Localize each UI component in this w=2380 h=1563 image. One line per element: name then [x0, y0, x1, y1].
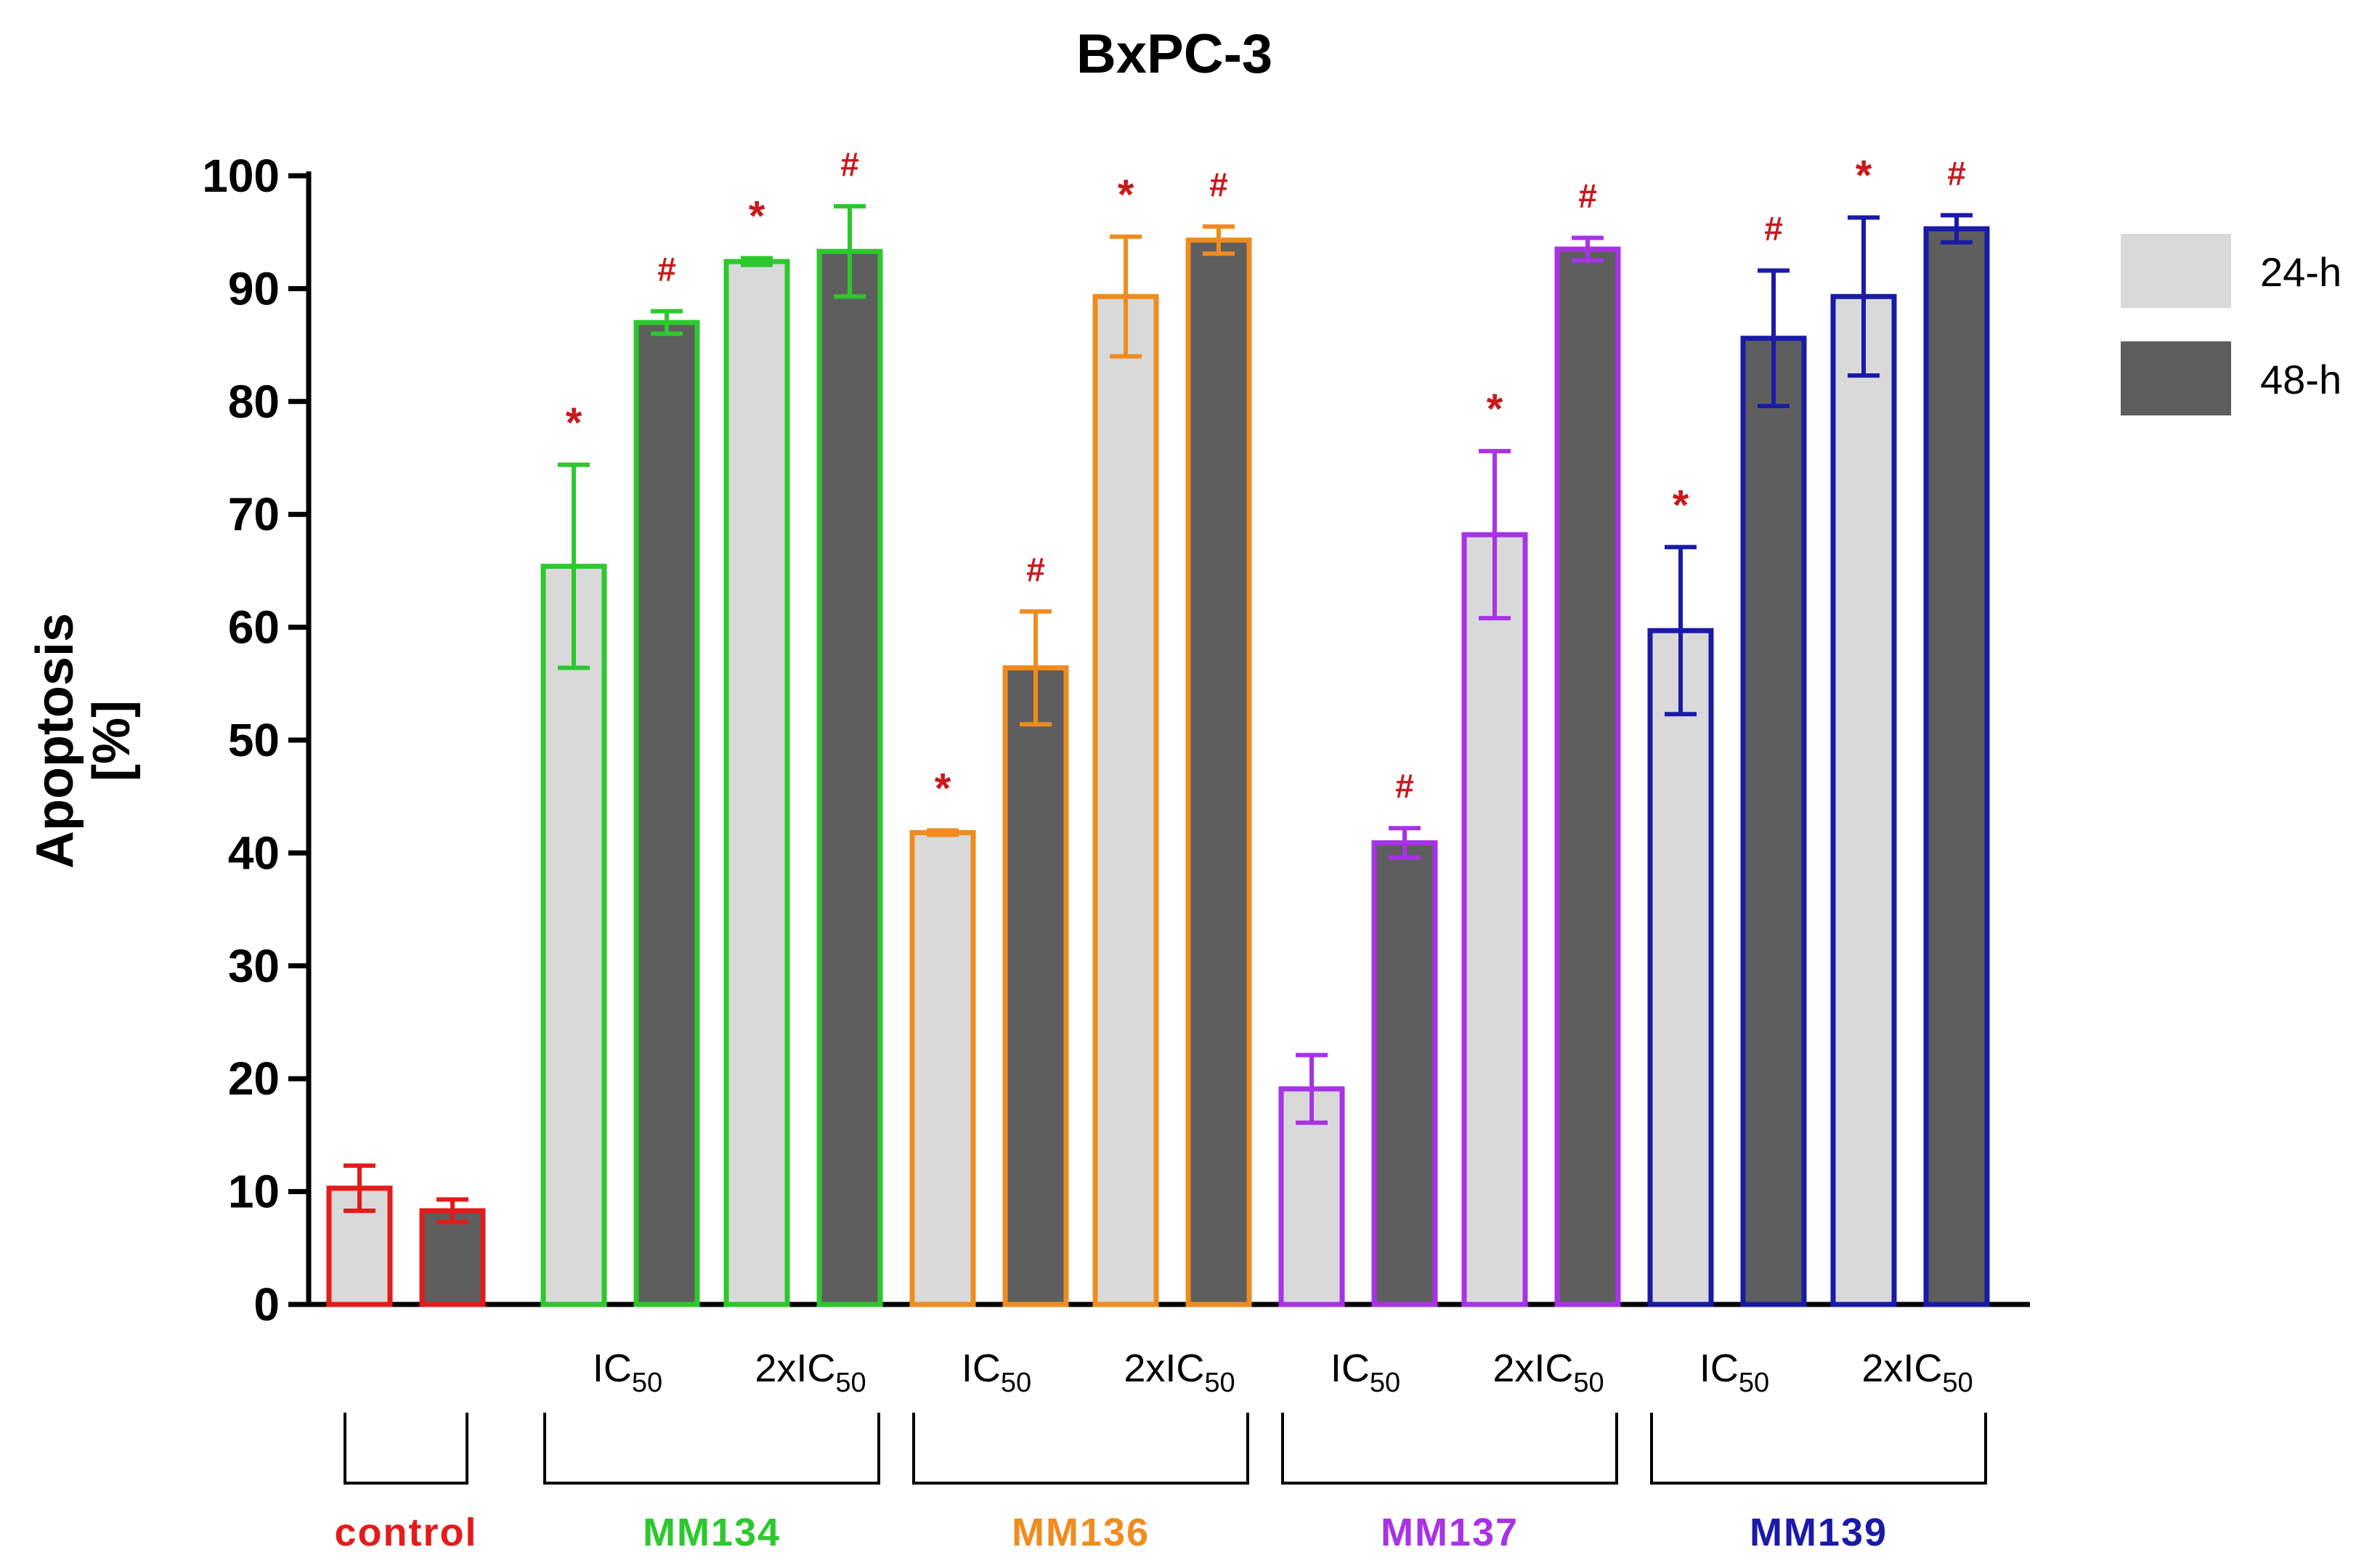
- subgroup-label-main: 2xIC: [1861, 1347, 1942, 1390]
- legend-swatch: [2121, 341, 2231, 415]
- subgroup-label: 2xIC50: [1492, 1347, 1604, 1398]
- bar: [419, 1208, 486, 1307]
- significance-star: *: [935, 765, 951, 812]
- bar: [1185, 238, 1252, 1307]
- subgroup-label-subscript: 50: [1001, 1368, 1031, 1398]
- y-tick-label: 0: [253, 1278, 280, 1331]
- significance-star: *: [1673, 482, 1689, 529]
- subgroup-label-main: IC: [593, 1347, 632, 1390]
- bar: [1647, 628, 1714, 1307]
- significance-star: *: [749, 192, 765, 240]
- bars: * # * # * # * # # * # * # * #: [326, 145, 1990, 1307]
- legend: 24-h 48-h: [2121, 234, 2342, 415]
- bar: [1461, 532, 1528, 1307]
- significance-hash: #: [657, 250, 676, 288]
- y-tick-label: 100: [202, 150, 280, 202]
- subgroup-label-main: 2xIC: [1124, 1347, 1204, 1390]
- group-bracket: [912, 1413, 1249, 1485]
- bar: [1830, 293, 1897, 1307]
- y-tick-label: 60: [228, 601, 280, 654]
- subgroup-label-main: IC: [1699, 1347, 1739, 1390]
- significance-hash: #: [1026, 551, 1045, 588]
- y-tick-label: 80: [228, 375, 280, 428]
- group-bracket: [543, 1413, 880, 1485]
- y-tick-label: 20: [228, 1052, 280, 1105]
- chart-title: BxPC-3: [1076, 23, 1272, 85]
- bar: [723, 259, 790, 1307]
- subgroup-label-subscript: 50: [1370, 1368, 1400, 1398]
- bar: [633, 320, 700, 1307]
- significance-star: *: [1487, 386, 1503, 433]
- group-label: control: [335, 1511, 478, 1554]
- significance-hash: #: [1764, 210, 1783, 248]
- group-label: MM136: [1012, 1511, 1150, 1554]
- subgroup-label: IC50: [1699, 1347, 1769, 1398]
- y-tick-label: 70: [228, 488, 280, 540]
- group-label: MM139: [1750, 1511, 1888, 1554]
- subgroup-label-main: IC: [962, 1347, 1001, 1390]
- bar: [1554, 246, 1621, 1307]
- group-bracket: [1281, 1413, 1618, 1485]
- subgroup-label: IC50: [962, 1347, 1031, 1398]
- significance-hash: #: [840, 145, 859, 183]
- subgroup-label-subscript: 50: [1942, 1368, 1973, 1398]
- group-label: MM134: [643, 1511, 781, 1554]
- bar: [1371, 840, 1438, 1307]
- subgroup-label-main: 2xIC: [1492, 1347, 1573, 1390]
- bar: [1092, 293, 1159, 1307]
- legend-label: 48-h: [2260, 357, 2342, 402]
- bar: [816, 248, 883, 1307]
- subgroup-label-subscript: 50: [632, 1368, 662, 1398]
- subgroup-label: 2xIC50: [1124, 1347, 1235, 1398]
- significance-hash: #: [1209, 166, 1228, 203]
- bar: [1002, 665, 1069, 1307]
- significance-star: *: [566, 399, 582, 447]
- significance-star: *: [1118, 171, 1134, 219]
- subgroup-label-subscript: 50: [835, 1368, 866, 1398]
- bar: [540, 564, 607, 1307]
- group-label: MM137: [1381, 1511, 1519, 1554]
- y-tick-label: 30: [228, 940, 280, 992]
- subgroup-label: 2xIC50: [755, 1347, 866, 1398]
- group-bracket: [1650, 1413, 1987, 1485]
- bar: [909, 829, 976, 1307]
- subgroup-label-subscript: 50: [1204, 1368, 1235, 1398]
- y-axis-label: Apoptosis [%]: [26, 613, 141, 869]
- bar: [1740, 336, 1807, 1307]
- subgroup-label: 2xIC50: [1861, 1347, 1973, 1398]
- subgroup-label-subscript: 50: [1573, 1368, 1604, 1398]
- y-tick-label: 40: [228, 827, 280, 879]
- y-axis-label-unit: [%]: [83, 700, 141, 782]
- significance-hash: #: [1947, 154, 1966, 192]
- y-tick-label: 10: [228, 1166, 280, 1218]
- y-tick-label: 50: [228, 714, 280, 766]
- significance-hash: #: [1395, 767, 1414, 805]
- bar: [1923, 226, 1990, 1307]
- y-tick-label: 90: [228, 262, 280, 314]
- subgroup-label-subscript: 50: [1739, 1368, 1769, 1398]
- subgroup-label: IC50: [1331, 1347, 1400, 1398]
- subgroup-label-main: IC: [1331, 1347, 1370, 1390]
- y-axis-label-text: Apoptosis: [26, 613, 84, 869]
- group-bracket: [344, 1413, 468, 1485]
- legend-label: 24-h: [2260, 249, 2342, 295]
- subgroup-label: IC50: [593, 1347, 662, 1398]
- significance-star: *: [1856, 152, 1872, 199]
- significance-hash: #: [1578, 176, 1597, 214]
- subgroup-label-main: 2xIC: [755, 1347, 835, 1390]
- legend-swatch: [2121, 234, 2231, 308]
